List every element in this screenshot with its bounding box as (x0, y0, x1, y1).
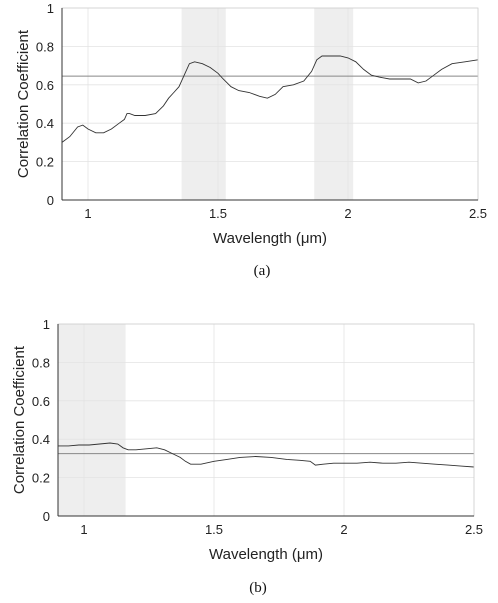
x-tick-labels: 1 1.5 2 2.5 (80, 522, 483, 537)
panel-a: 0 0.2 0.4 0.6 0.8 1 1 1.5 2 2.5 Correlation Coef… (15, 1, 487, 279)
y-tick-label: 0.6 (32, 394, 50, 409)
x-tick-label: 2.5 (469, 206, 487, 221)
y-axis-label: Correlation Coefficient (15, 29, 32, 178)
y-tick-labels: 0 0.2 0.4 0.6 0.8 1 (32, 317, 50, 524)
y-tick-label: 0.2 (36, 155, 54, 170)
x-tick-label: 1.5 (205, 522, 223, 537)
x-axis-label-prefix: Wavelength ( (209, 546, 297, 563)
x-tick-labels: 1 1.5 2 2.5 (84, 206, 487, 221)
y-tick-label: 0.8 (36, 39, 54, 54)
y-tick-label: 0 (43, 509, 50, 524)
axes-box (61, 7, 479, 201)
y-tick-label: 0 (47, 193, 54, 208)
shaded-bands (58, 324, 126, 516)
series-line (61, 55, 479, 143)
x-axis-label-suffix: m) (305, 546, 323, 563)
shaded-band-1 (314, 8, 354, 200)
x-tick-label: 1.5 (209, 206, 227, 221)
caption-b: (b) (249, 580, 267, 596)
x-tick-label: 2.5 (465, 522, 483, 537)
y-tick-labels: 0 0.2 0.4 0.6 0.8 1 (36, 1, 54, 208)
x-axis-label-prefix: Wavelength ( (213, 230, 301, 247)
shaded-band-0 (58, 324, 126, 516)
y-axis-label: Correlation Coefficient (11, 345, 28, 494)
x-tick-label: 1 (84, 206, 91, 221)
panel-b: 0 0.2 0.4 0.6 0.8 1 1 1.5 2 2.5 Correlation Coef… (11, 317, 483, 596)
y-tick-label: 0.8 (32, 355, 50, 370)
x-tick-label: 2 (344, 206, 351, 221)
y-tick-label: 0.4 (36, 116, 54, 131)
x-axis-label-unit: μ (297, 546, 306, 563)
y-tick-label: 1 (47, 1, 54, 16)
y-tick-label: 0.6 (36, 78, 54, 93)
x-axis-label: Wavelength (μm) (209, 546, 323, 563)
x-axis-label-suffix: m) (309, 230, 327, 247)
x-axis-label: Wavelength (μm) (213, 230, 327, 247)
x-tick-label: 2 (340, 522, 347, 537)
shaded-band-0 (181, 8, 226, 200)
shaded-bands (181, 8, 354, 200)
y-tick-label: 1 (43, 317, 50, 332)
grid-lines (62, 7, 479, 201)
caption-a: (a) (254, 263, 271, 279)
y-tick-label: 0.4 (32, 432, 50, 447)
x-axis-label-unit: μ (301, 230, 310, 247)
y-tick-label: 0.2 (32, 471, 50, 486)
series-line (58, 442, 475, 468)
x-tick-label: 1 (80, 522, 87, 537)
